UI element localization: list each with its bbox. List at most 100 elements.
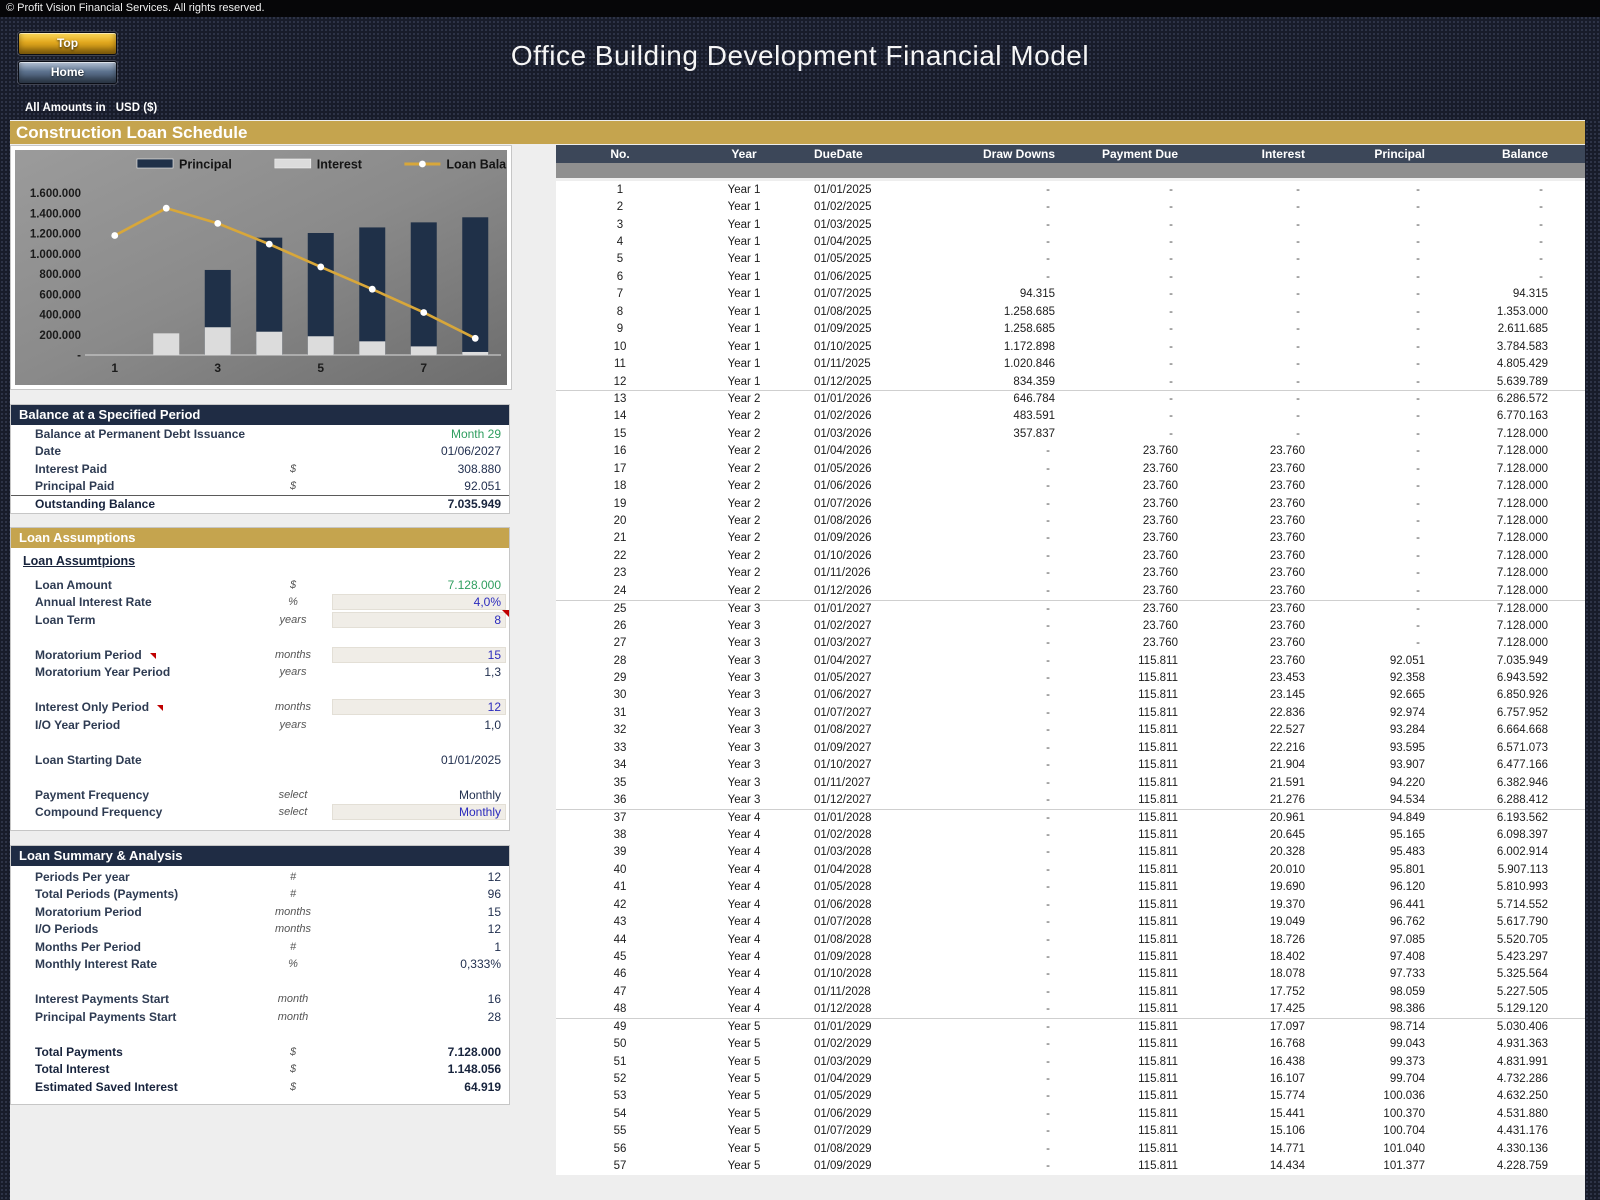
cell-pay[interactable]: 23.760 [1142, 549, 1178, 562]
cell-draw[interactable]: 357.837 [1013, 427, 1055, 440]
cell-bal[interactable]: 1.353.000 [1496, 305, 1548, 318]
cell-yr[interactable]: Year 3 [727, 776, 761, 789]
cell-pay[interactable]: 23.760 [1142, 532, 1178, 545]
cell-yr[interactable]: Year 5 [727, 1055, 761, 1068]
cell-pay[interactable]: 115.811 [1138, 1055, 1178, 1068]
cell-bal[interactable]: 94.315 [1512, 288, 1548, 301]
cell-pri[interactable]: 97.408 [1389, 950, 1425, 963]
cell-pay[interactable]: - [1169, 375, 1173, 388]
cell-dd[interactable]: 01/08/2026 [814, 515, 872, 528]
cell-dd[interactable]: 01/04/2029 [814, 1073, 872, 1086]
cell-no[interactable]: 19 [613, 497, 627, 510]
cell-yr[interactable]: Year 3 [727, 654, 761, 667]
cell-bal[interactable]: 7.128.000 [1496, 567, 1548, 580]
cell-pay[interactable]: - [1169, 305, 1173, 318]
cell-no[interactable]: 38 [613, 828, 627, 841]
cell-pay[interactable]: 115.811 [1138, 689, 1178, 702]
cell-pay[interactable]: 23.760 [1142, 584, 1178, 597]
cell-yr[interactable]: Year 4 [727, 933, 761, 946]
cell-bal[interactable]: 7.128.000 [1496, 427, 1548, 440]
cell-draw[interactable]: 1.258.685 [1003, 305, 1055, 318]
cell-draw[interactable]: - [1046, 776, 1050, 789]
cell-pay[interactable]: 115.811 [1138, 916, 1178, 929]
cell-int[interactable]: 17.097 [1269, 1021, 1305, 1034]
cell-dd[interactable]: 01/09/2029 [814, 1160, 872, 1173]
cell-no[interactable]: 55 [613, 1125, 627, 1138]
cell-no[interactable]: 6 [616, 270, 624, 283]
cell-yr[interactable]: Year 5 [727, 1090, 761, 1103]
cell-draw[interactable]: - [1046, 1160, 1050, 1173]
cell-draw[interactable]: - [1046, 637, 1050, 650]
cell-no[interactable]: 54 [613, 1107, 627, 1120]
cell-pri[interactable]: 101.377 [1383, 1160, 1425, 1173]
cell-bal[interactable]: 6.571.073 [1496, 741, 1548, 754]
cell-pay[interactable]: 115.811 [1138, 671, 1178, 684]
cell-bal[interactable]: 5.030.406 [1496, 1021, 1548, 1034]
cell-bal[interactable]: 7.128.000 [1496, 549, 1548, 562]
cell-dd[interactable]: 01/10/2026 [814, 549, 872, 562]
cell-int[interactable]: 23.453 [1269, 671, 1305, 684]
cell-pay[interactable]: 23.760 [1142, 567, 1178, 580]
cell-pri[interactable]: - [1416, 445, 1420, 458]
cell-bal[interactable]: 5.639.789 [1496, 375, 1548, 388]
cell-draw[interactable]: - [1046, 811, 1050, 824]
cell-int[interactable]: 17.425 [1269, 1003, 1305, 1016]
cell-pri[interactable]: - [1416, 637, 1420, 650]
cell-pay[interactable]: 115.811 [1138, 759, 1178, 772]
cell-yr[interactable]: Year 1 [727, 340, 761, 353]
cell-bal[interactable]: 7.128.000 [1496, 480, 1548, 493]
input-cell[interactable]: Monthly [332, 804, 506, 821]
input-cell[interactable]: 8 [332, 609, 509, 628]
cell-dd[interactable]: 01/11/2028 [814, 985, 871, 998]
cell-yr[interactable]: Year 3 [727, 637, 761, 650]
cell-yr[interactable]: Year 1 [727, 183, 761, 196]
cell-dd[interactable]: 01/07/2026 [814, 497, 872, 510]
cell-yr[interactable]: Year 1 [727, 201, 761, 214]
cell-yr[interactable]: Year 2 [727, 427, 761, 440]
cell-int[interactable]: 23.760 [1269, 497, 1305, 510]
cell-yr[interactable]: Year 1 [727, 288, 761, 301]
cell-yr[interactable]: Year 4 [727, 950, 761, 963]
cell-pri[interactable]: 98.714 [1389, 1021, 1425, 1034]
cell-pay[interactable]: 115.811 [1138, 1073, 1178, 1086]
cell-dd[interactable]: 01/09/2025 [814, 323, 872, 336]
cell-yr[interactable]: Year 1 [727, 218, 761, 231]
cell-yr[interactable]: Year 3 [727, 689, 761, 702]
cell-yr[interactable]: Year 5 [727, 1125, 761, 1138]
cell-no[interactable]: 16 [613, 445, 627, 458]
cell-dd[interactable]: 01/07/2025 [814, 288, 872, 301]
cell-int[interactable]: 22.836 [1269, 706, 1305, 719]
cell-pri[interactable]: - [1416, 393, 1420, 406]
cell-draw[interactable]: - [1046, 898, 1050, 911]
cell-dd[interactable]: 01/03/2029 [814, 1055, 872, 1068]
cell-no[interactable]: 5 [616, 253, 624, 266]
cell-draw[interactable]: - [1046, 497, 1050, 510]
cell-draw[interactable]: - [1046, 1073, 1050, 1086]
cell-dd[interactable]: 01/12/2027 [814, 794, 872, 807]
cell-bal[interactable]: 7.035.949 [1496, 654, 1548, 667]
cell-yr[interactable]: Year 2 [727, 393, 761, 406]
cell-draw[interactable]: - [1046, 1021, 1050, 1034]
cell-draw[interactable]: - [1046, 236, 1050, 249]
cell-no[interactable]: 3 [616, 218, 624, 231]
home-button[interactable]: Home [18, 61, 117, 84]
cell-pay[interactable]: - [1169, 270, 1173, 283]
cell-no[interactable]: 8 [616, 305, 624, 318]
cell-int[interactable]: 22.527 [1269, 724, 1305, 737]
cell-draw[interactable]: - [1046, 445, 1050, 458]
cell-no[interactable]: 11 [614, 358, 626, 371]
cell-int[interactable]: 23.760 [1269, 602, 1305, 615]
cell-no[interactable]: 33 [613, 741, 627, 754]
cell-dd[interactable]: 01/09/2026 [814, 532, 872, 545]
cell-bal[interactable]: - [1539, 183, 1543, 196]
cell-pay[interactable]: - [1169, 340, 1173, 353]
cell-no[interactable]: 56 [613, 1142, 627, 1155]
cell-no[interactable]: 35 [613, 776, 627, 789]
cell-pri[interactable]: 95.801 [1389, 863, 1425, 876]
cell-dd[interactable]: 01/05/2028 [814, 881, 872, 894]
cell-pay[interactable]: 115.811 [1138, 846, 1178, 859]
cell-pay[interactable]: 115.811 [1138, 811, 1178, 824]
cell-pay[interactable]: 23.760 [1142, 445, 1178, 458]
cell-yr[interactable]: Year 2 [727, 549, 761, 562]
cell-no[interactable]: 37 [613, 811, 627, 824]
